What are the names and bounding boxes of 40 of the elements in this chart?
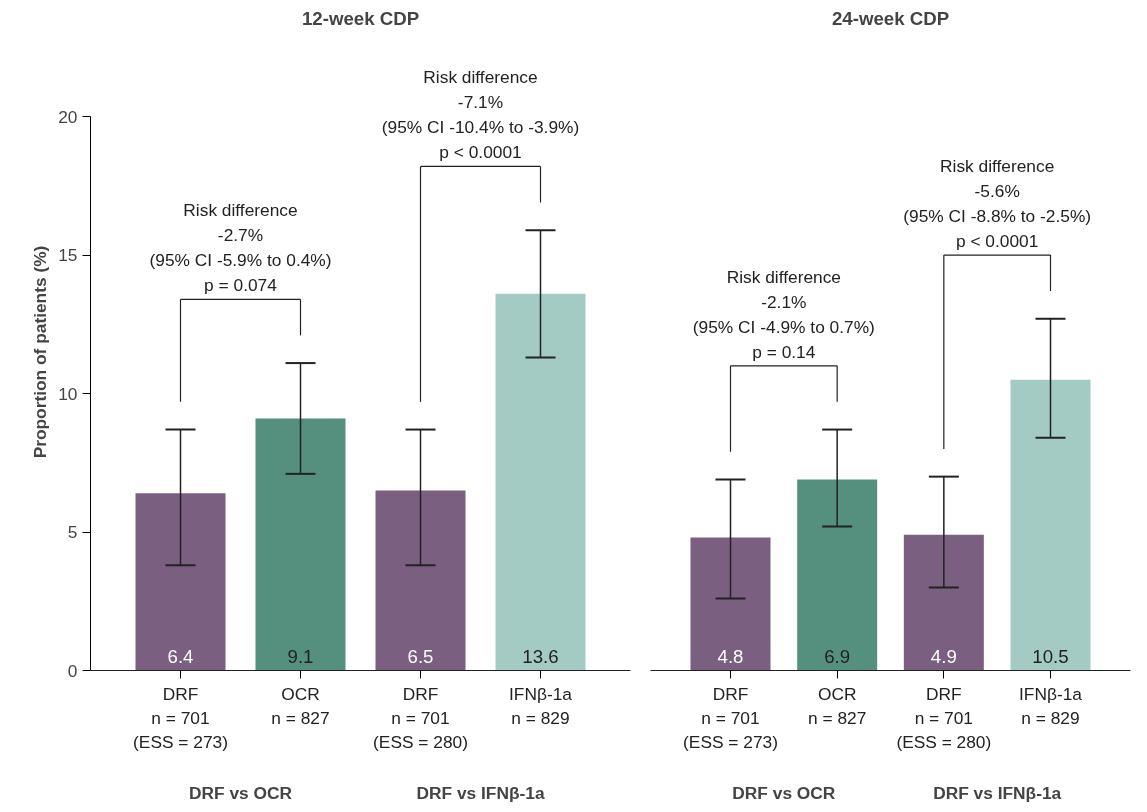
y-tick-label: 20: [58, 106, 78, 127]
data-label: 6.5: [407, 645, 434, 667]
annotation: Risk difference -7.1% (95% CI -10.4% to -3.9%) p < 0.0001: [381, 67, 580, 163]
text: DRF vs IFNβ-1a: [933, 782, 1062, 803]
y-tick-label: 5: [67, 522, 78, 543]
text: DRF vs OCR: [188, 782, 293, 803]
bar: [255, 418, 346, 671]
bar: [375, 490, 466, 671]
y-tick-label: 0: [67, 660, 78, 681]
x-tick-label: OCR n = 827: [271, 683, 330, 728]
bar: [135, 493, 226, 671]
data-label: 13.6: [522, 645, 559, 667]
y-tick-label: 10: [58, 383, 78, 404]
annotation: Risk difference -5.6% (95% CI -8.8% to -2.5%) p < 0.0001: [903, 156, 1092, 252]
bar: [797, 479, 878, 671]
bar: [495, 293, 586, 671]
data-label: 6.4: [167, 645, 194, 667]
x-tick-label: IFNβ-1a n = 829: [1019, 683, 1083, 728]
data-label: 4.9: [930, 645, 957, 667]
chart-title: 12-week CDP: [301, 7, 420, 29]
bar: [690, 537, 771, 671]
bar: [1010, 379, 1091, 671]
y-axis-title: Proportion of patients (%): [30, 245, 51, 459]
y-tick-label: 15: [58, 245, 78, 266]
bar: [903, 534, 984, 671]
x-tick-label: DRF n = 701 (ESS = 280): [896, 683, 992, 752]
annotation: Risk difference -2.7% (95% CI -5.9% to 0.4%) p = 0.074: [149, 200, 332, 296]
data-label: 9.1: [287, 645, 314, 667]
text: DRF vs OCR: [732, 782, 836, 803]
data-label: 10.5: [1032, 645, 1069, 667]
data-label: 4.8: [717, 645, 744, 667]
data-label: 6.9: [824, 645, 851, 667]
chart-title: 24-week CDP: [831, 7, 950, 29]
annotation: Risk difference -2.1% (95% CI -4.9% to 0.7%) p = 0.14: [692, 266, 875, 362]
x-tick-label: DRF n = 701 (ESS = 280): [373, 683, 468, 752]
x-tick-label: IFNβ-1a n = 829: [509, 683, 573, 728]
x-tick-label: DRF n = 701 (ESS = 273): [133, 683, 228, 752]
x-tick-label: DRF n = 701 (ESS = 273): [683, 683, 778, 752]
text: DRF vs IFNβ-1a: [416, 782, 545, 803]
x-tick-label: OCR n = 827: [808, 683, 867, 728]
